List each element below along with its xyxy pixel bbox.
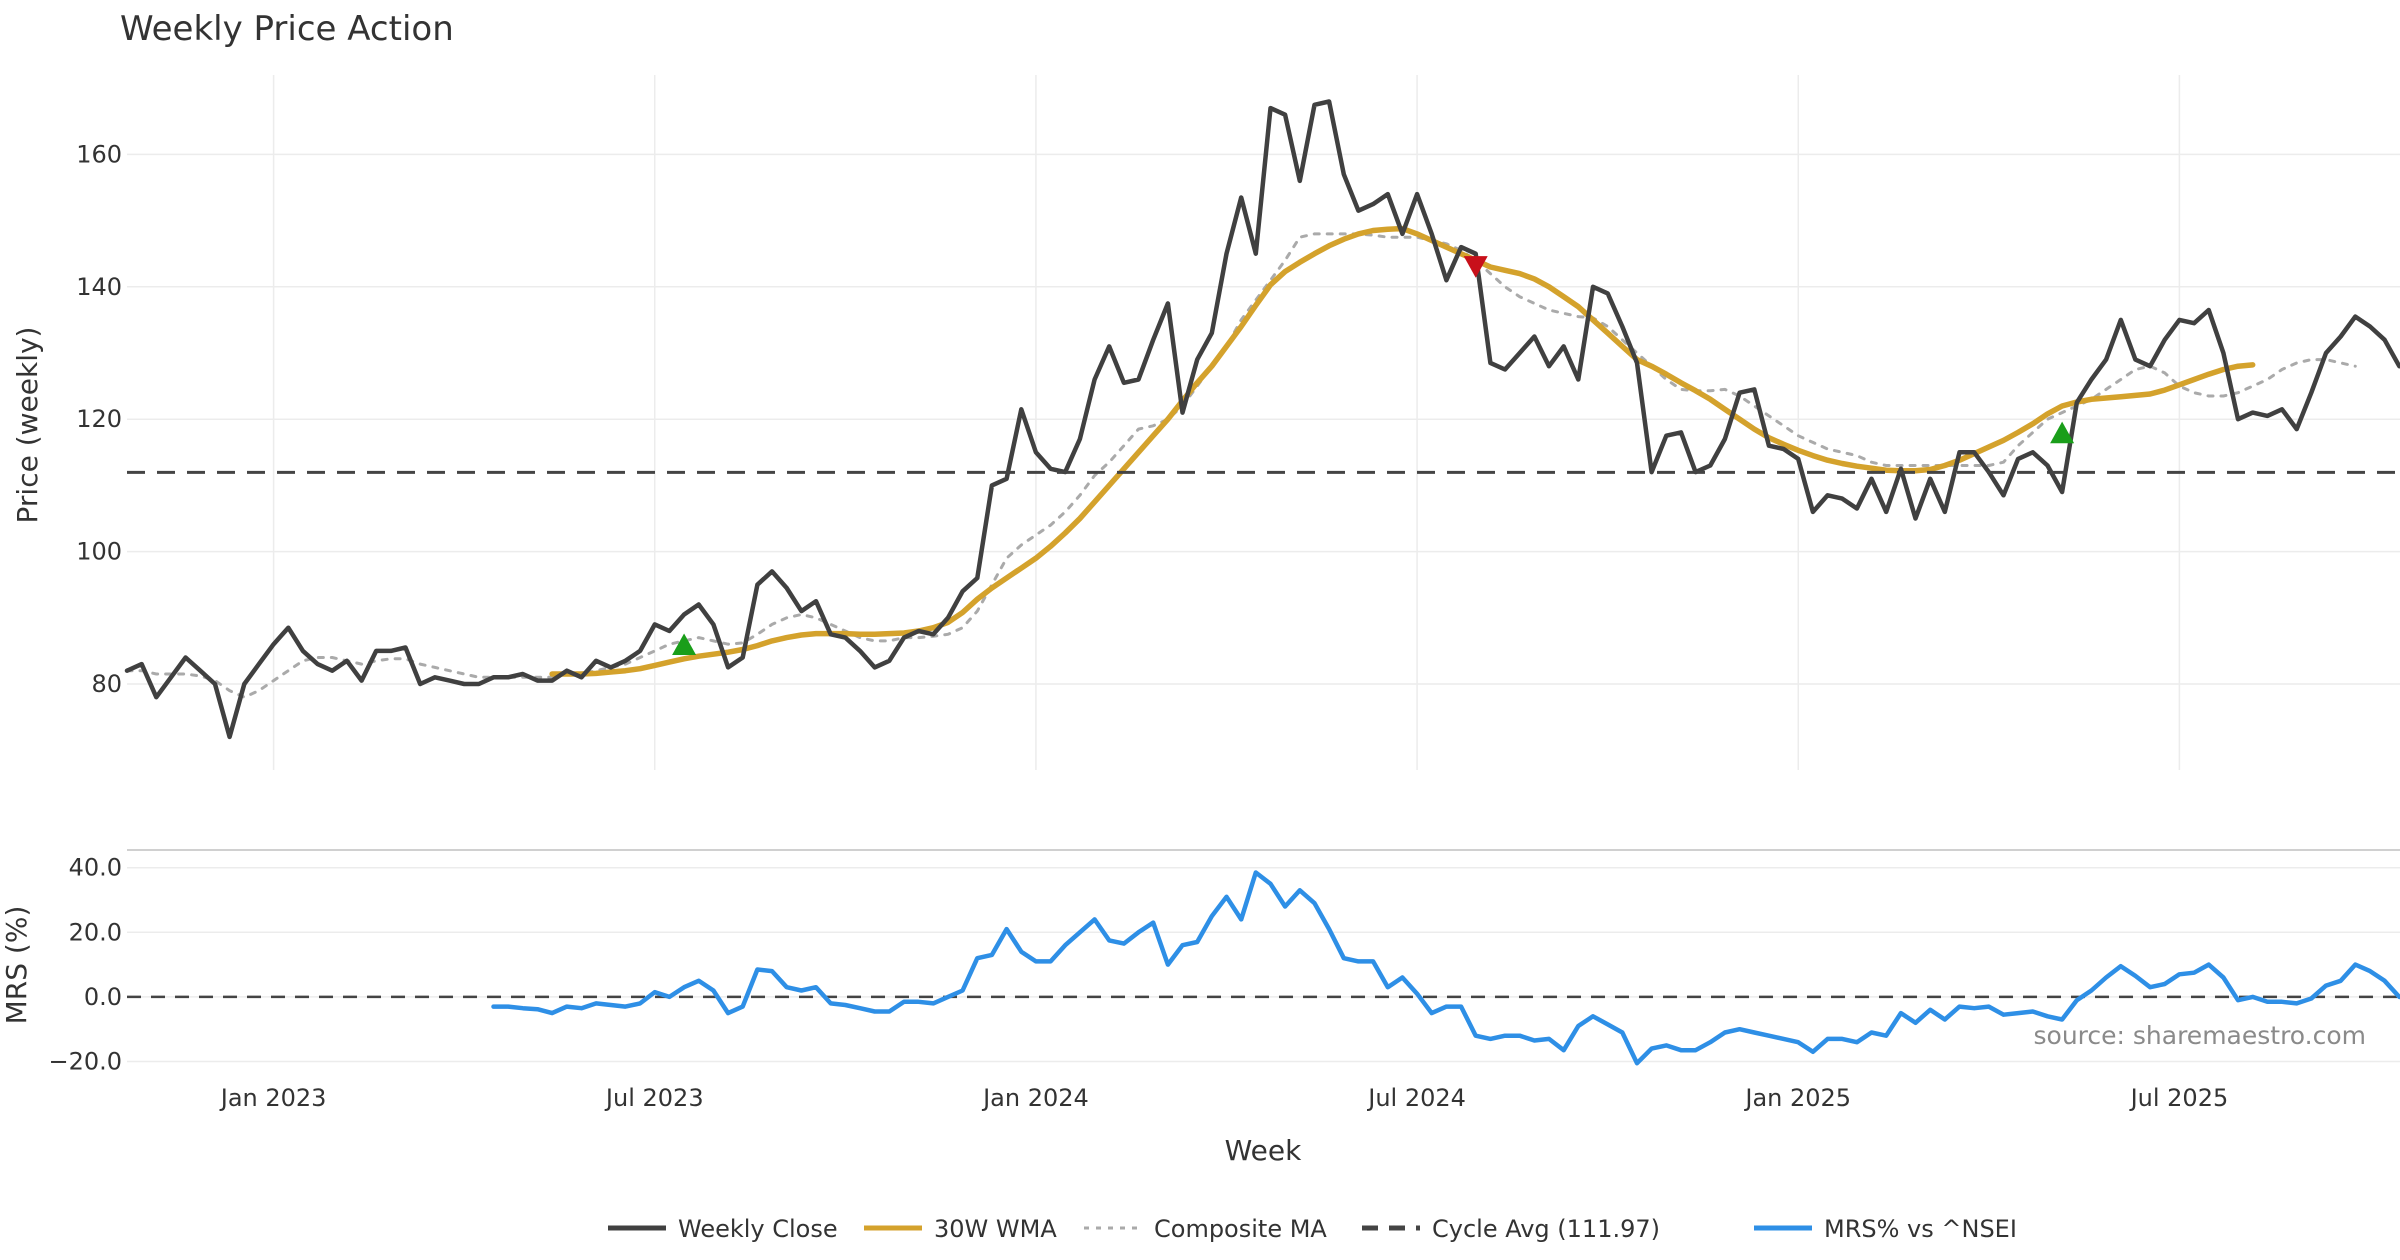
legend[interactable]: Weekly Close 30W WMA Composite MA Cycle Avg… [608, 1215, 2017, 1243]
price-grid [127, 75, 2400, 770]
x-tick-label: Jul 2024 [1366, 1084, 1466, 1112]
signal-markers [672, 256, 2075, 656]
price-y-tick-label: 140 [76, 273, 122, 301]
price-y-tick-label: 80 [91, 670, 122, 698]
mrs-y-axis-title: MRS (%) [0, 906, 33, 1025]
mrs-line [491, 870, 2400, 1066]
weekly-close-line [124, 99, 2400, 740]
legend-label: MRS% vs ^NSEI [1824, 1215, 2017, 1243]
legend-label: Weekly Close [678, 1215, 838, 1243]
source-watermark: source: sharemaestro.com [2034, 1021, 2367, 1050]
legend-label: Cycle Avg (111.97) [1432, 1215, 1660, 1243]
mrs-y-tick-label: 40.0 [69, 854, 122, 882]
price-y-axis-title: Price (weekly) [11, 327, 44, 524]
legend-label: Composite MA [1154, 1215, 1327, 1243]
mrs-y-tick-label: −20.0 [48, 1048, 122, 1076]
buy-signal-marker [672, 633, 697, 656]
composite-ma-line [125, 232, 2357, 699]
x-tick-label: Jul 2025 [2129, 1084, 2229, 1112]
mrs-y-tick-label: 20.0 [69, 918, 122, 946]
x-axis: Jan 2023 Jul 2023 Jan 2024 Jul 2024 Jan 2025… [219, 1084, 2228, 1112]
legend-item-wma[interactable]: 30W WMA [864, 1215, 1057, 1243]
price-y-tick-label: 160 [76, 140, 122, 168]
legend-label: 30W WMA [934, 1215, 1057, 1243]
buy-signal-marker [2050, 421, 2075, 444]
legend-item-composite[interactable]: Composite MA [1084, 1215, 1327, 1243]
mrs-y-axis: 40.0 20.0 0.0 −20.0 [48, 854, 122, 1076]
x-tick-label: Jan 2025 [1743, 1084, 1851, 1112]
x-axis-title: Week [1225, 1134, 1302, 1167]
legend-item-close[interactable]: Weekly Close [608, 1215, 838, 1243]
mrs-y-tick-label: 0.0 [84, 983, 122, 1011]
chart-title: Weekly Price Action [120, 9, 454, 49]
price-series [124, 99, 2400, 740]
sell-signal-marker [1463, 256, 1488, 278]
legend-item-cycle[interactable]: Cycle Avg (111.97) [1362, 1215, 1660, 1243]
price-y-tick-label: 120 [76, 405, 122, 433]
mrs-series [127, 870, 2400, 1066]
x-tick-label: Jul 2023 [604, 1084, 704, 1112]
price-y-tick-label: 100 [76, 538, 122, 566]
x-tick-label: Jan 2024 [981, 1084, 1089, 1112]
legend-item-mrs[interactable]: MRS% vs ^NSEI [1754, 1215, 2017, 1243]
price-y-axis: 80 100 120 140 160 [76, 140, 122, 698]
x-tick-label: Jan 2023 [219, 1084, 327, 1112]
